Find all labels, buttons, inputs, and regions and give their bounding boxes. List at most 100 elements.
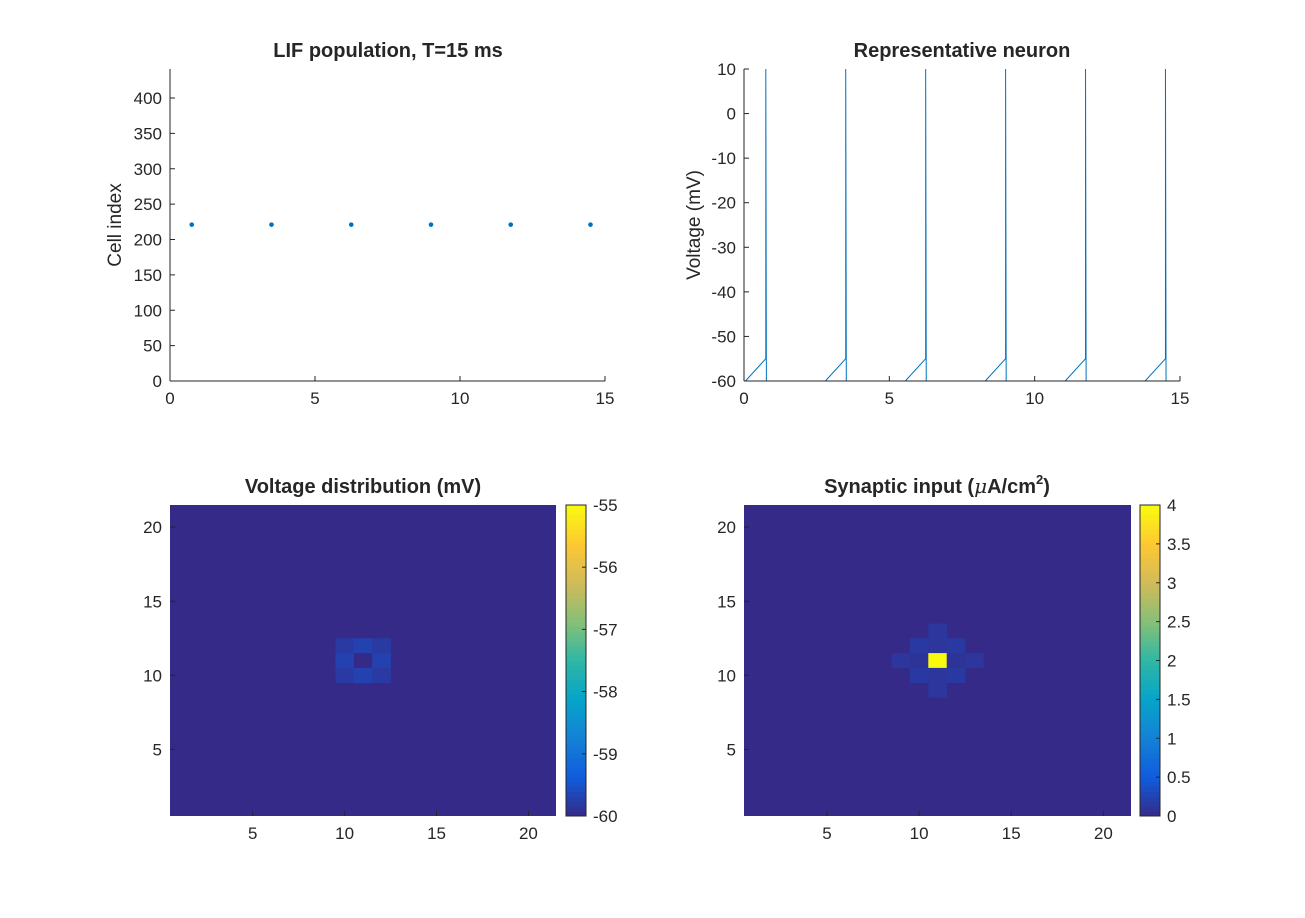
synaptic-heatmap-cell <box>891 653 911 669</box>
synaptic-heatmap-colorbar-band <box>1140 781 1160 788</box>
voltage-heatmap-y-tick-label: 15 <box>143 592 162 611</box>
synaptic-heatmap-colorbar-band <box>1140 694 1160 700</box>
synaptic-heatmap-colorbar-band <box>1140 534 1160 540</box>
voltage-heatmap-colorbar-band <box>566 514 586 521</box>
synaptic-heatmap-colorbar-band <box>1140 553 1160 559</box>
voltage-heatmap-colorbar-band <box>566 548 586 555</box>
voltage-heatmap-title: Voltage distribution (mV) <box>245 476 481 498</box>
synaptic-heatmap-colorbar-tick-label: 3 <box>1167 574 1176 593</box>
synaptic-heatmap-colorbar-band <box>1140 675 1160 681</box>
synaptic-heatmap-colorbar-band <box>1140 573 1160 579</box>
synaptic-colorbar: 4 3.5 3 2.5 2 1.5 1 0.5 0 <box>1139 496 1191 826</box>
synaptic-heatmap-colorbar-band <box>1140 636 1160 642</box>
synaptic-heatmap-colorbar-band <box>1140 631 1160 637</box>
synaptic-heatmap-colorbar-band <box>1140 723 1160 730</box>
synaptic-heatmap-colorbar-band <box>1140 718 1160 725</box>
spike-dot <box>428 222 434 227</box>
voltage-heatmap-colorbar-band <box>566 636 586 642</box>
synaptic-heatmap-cell <box>928 623 948 639</box>
voltage-heatmap-colorbar-band <box>566 563 586 569</box>
voltage-heatmap-x-tick-label: 5 <box>248 824 257 843</box>
voltage-heatmap-colorbar-band <box>566 709 586 715</box>
voltage-heatmap-cell <box>353 667 373 684</box>
synaptic-heatmap-colorbar-band <box>1140 728 1160 734</box>
voltage-heatmap-colorbar-band <box>566 529 586 535</box>
voltage-heatmap-colorbar-band <box>566 626 586 632</box>
synaptic-heatmap-colorbar-tick-label: 2.5 <box>1167 613 1191 632</box>
synaptic-heatmap-cell <box>928 682 948 698</box>
voltage-heatmap-y-tick-label: 5 <box>153 740 162 759</box>
synaptic-heatmap-colorbar-band <box>1140 704 1160 710</box>
synaptic-heatmap-colorbar-band <box>1140 655 1160 661</box>
voltage-heatmap-colorbar-band <box>566 641 586 647</box>
voltage-heatmap-colorbar-band <box>566 738 586 744</box>
synaptic-heatmap-colorbar-band <box>1140 548 1160 555</box>
synaptic-heatmap-colorbar-band <box>1140 519 1160 525</box>
voltage-heatmap-colorbar-band <box>566 650 586 657</box>
synaptic-heatmap-colorbar-tick-label: 1 <box>1167 729 1176 748</box>
raster-y-tick-label: 400 <box>134 89 162 108</box>
voltage-trace-x-tick-label: 5 <box>885 389 894 408</box>
voltage-heatmap-colorbar-band <box>566 723 586 730</box>
synaptic-heatmap-colorbar-band <box>1140 558 1160 564</box>
voltage-heatmap-colorbar-band <box>566 607 586 613</box>
synaptic-heatmap-colorbar-band <box>1140 539 1160 545</box>
voltage-heatmap-colorbar-band <box>566 699 586 705</box>
raster-y-tick-label: 100 <box>134 301 162 320</box>
spike-dot <box>269 222 274 227</box>
synaptic-heatmap-colorbar-band <box>1140 641 1160 647</box>
synaptic-heatmap-colorbar-band <box>1140 529 1160 535</box>
voltage-heatmap-colorbar-band <box>566 733 586 739</box>
synaptic-heatmap-colorbar-band <box>1140 670 1160 676</box>
voltage-heatmap-colorbar-band <box>566 694 586 700</box>
voltage-heatmap-colorbar-tick-label: -58 <box>593 683 618 702</box>
voltage-heatmap-colorbar-band <box>566 573 586 579</box>
synaptic-heatmap-colorbar-band <box>1140 747 1160 754</box>
synaptic-heatmap-colorbar-band <box>1140 509 1160 516</box>
synaptic-heatmap-colorbar-band <box>1140 616 1160 623</box>
synaptic-heatmap-cell <box>909 667 929 684</box>
voltage-heatmap-colorbar-band <box>566 777 586 783</box>
synaptic-heatmap-colorbar-band <box>1140 621 1160 627</box>
synaptic-heatmap-colorbar-band <box>1140 514 1160 521</box>
voltage-heatmap-colorbar-tick-label: -55 <box>593 496 618 515</box>
synaptic-heatmap-cell <box>909 638 929 654</box>
voltage-heatmap-cell <box>353 653 373 669</box>
synaptic-heatmap-colorbar-band <box>1140 757 1160 764</box>
voltage-heatmap-colorbar-band <box>566 752 586 759</box>
voltage-heatmap-y-tick-label: 10 <box>143 666 162 685</box>
voltage-heatmap-colorbar-band <box>566 689 586 696</box>
synaptic-heatmap-colorbar-band <box>1140 738 1160 744</box>
spike-dot <box>508 222 514 227</box>
synaptic-heatmap-colorbar-band <box>1140 689 1160 696</box>
raster-y-tick-label: 50 <box>143 337 162 356</box>
synaptic-heatmap-colorbar-tick-label: 0 <box>1167 807 1176 826</box>
raster-x-tick-label: 5 <box>310 389 319 408</box>
synaptic-heatmap-colorbar-band <box>1140 806 1160 812</box>
synaptic-heatmap-cell <box>909 653 929 669</box>
raster-y-tick-label: 300 <box>134 160 162 179</box>
synaptic-heatmap-x-tick-label: 10 <box>910 824 929 843</box>
voltage-heatmap-colorbar-tick-label: -59 <box>593 745 618 764</box>
synaptic-heatmap-colorbar-band <box>1140 811 1160 817</box>
synaptic-heatmap-cell <box>965 653 984 669</box>
synaptic-heatmap-colorbar-band <box>1140 752 1160 759</box>
voltage-heatmap-cell <box>353 638 373 654</box>
voltage-trace-ylabel: Voltage (mV) <box>684 170 705 280</box>
synaptic-heatmap-colorbar-band <box>1140 713 1160 720</box>
voltage-trace-y-tick-label: -10 <box>711 149 736 168</box>
synaptic-heatmap-cell <box>928 638 948 654</box>
synaptic-heatmap-y-tick-label: 15 <box>717 592 736 611</box>
synaptic-heatmap-colorbar-band <box>1140 709 1160 715</box>
synaptic-heatmap-cell <box>946 667 966 684</box>
synaptic-heatmap-colorbar-band <box>1140 772 1160 778</box>
voltage-trace-x-tick-label: 15 <box>1171 389 1190 408</box>
synaptic-heatmap-y-tick-label: 5 <box>727 740 736 759</box>
raster-y-tick-label: 200 <box>134 231 162 250</box>
spike-dot <box>588 222 593 227</box>
synaptic-heatmap-colorbar-band <box>1140 762 1160 768</box>
voltage-heatmap-cell <box>372 638 391 654</box>
